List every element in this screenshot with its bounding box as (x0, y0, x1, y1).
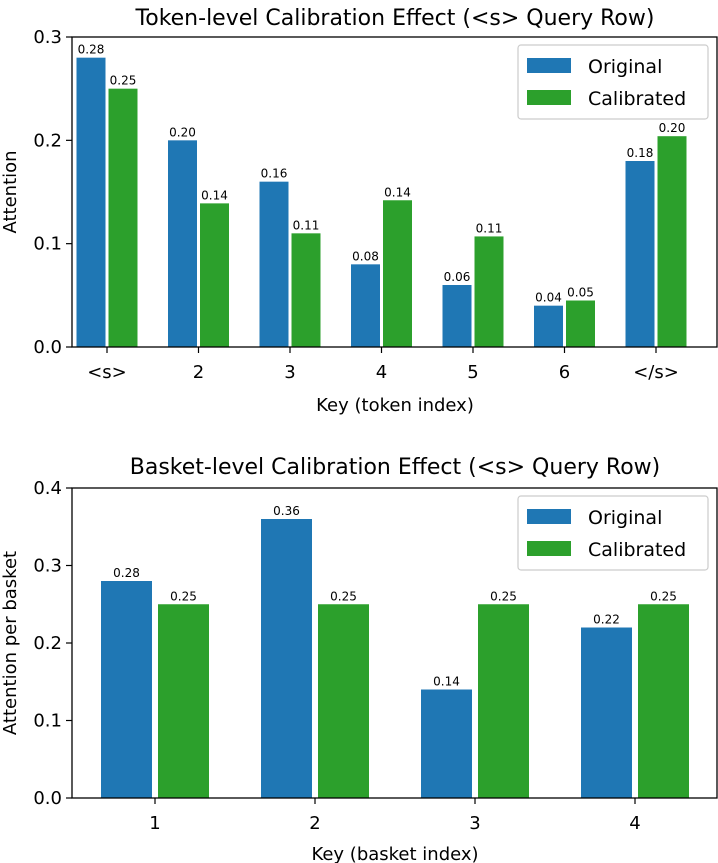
bar-value-label: 0.25 (170, 589, 197, 603)
y-tick-label: 0.3 (33, 27, 62, 48)
x-tick-label: 4 (376, 362, 387, 383)
y-tick-label: 0.1 (33, 711, 62, 732)
x-tick-label: </s> (633, 362, 679, 383)
bar-value-label: 0.25 (650, 589, 677, 603)
bar-calibrated (478, 604, 529, 798)
legend: Original Calibrated (517, 495, 709, 571)
plot-frame (71, 36, 718, 348)
bar-value-label: 0.14 (433, 675, 460, 689)
bar-value-label: 0.08 (352, 249, 379, 263)
bar-original (101, 581, 152, 798)
x-tick-label: 2 (309, 813, 320, 834)
y-tick-label: 0.3 (33, 556, 62, 577)
bar-calibrated (318, 604, 369, 798)
x-tick-label: 1 (149, 813, 160, 834)
legend-swatch-calibrated (527, 90, 571, 105)
x-tick-label: 5 (467, 362, 478, 383)
y-axis-label: Attention (0, 150, 21, 233)
x-tick-label: 4 (629, 813, 640, 834)
x-tick-label: 6 (559, 362, 570, 383)
bar-original (625, 161, 655, 347)
bar-original (351, 264, 380, 347)
x-axis-label: Key (basket index) (311, 844, 478, 863)
y-tick-label: 0.4 (33, 478, 62, 499)
bar-calibrated (291, 233, 321, 347)
y-axis-label: Attention per basket (0, 551, 21, 735)
bar-value-label: 0.25 (490, 589, 517, 603)
x-tick-label: <s> (87, 362, 127, 383)
bar-value-label: 0.25 (110, 74, 137, 88)
y-tick-label: 0.1 (33, 234, 62, 255)
x-axis-label: Key (token index) (316, 395, 474, 416)
bar-calibrated (108, 88, 138, 348)
chart-title: Token-level Calibration Effect (<s> Quer… (135, 6, 655, 31)
bar-original (442, 285, 472, 347)
y-tick-label: 0.0 (33, 788, 62, 809)
bar-value-label: 0.04 (535, 291, 562, 305)
bar-calibrated (638, 604, 689, 798)
basket-level-chart: Basket-level Calibration Effect (<s> Que… (0, 455, 718, 863)
bar-original (581, 627, 632, 798)
y-tick-label: 0.0 (33, 337, 62, 358)
legend-label-calibrated: Calibrated (588, 539, 686, 561)
bar-calibrated (200, 203, 229, 347)
bar-value-label: 0.16 (261, 167, 288, 181)
x-tick-label: 3 (469, 813, 480, 834)
x-tick-label: 3 (284, 362, 295, 383)
bar-calibrated (566, 300, 595, 347)
legend: Original Calibrated (517, 44, 709, 120)
bar-value-label: 0.36 (273, 504, 300, 518)
bar-original (259, 181, 289, 347)
bar-value-label: 0.20 (169, 125, 196, 139)
token-level-chart: Token-level Calibration Effect (<s> Quer… (0, 6, 718, 416)
bar-value-label: 0.06 (444, 270, 471, 284)
bar-original (76, 57, 106, 348)
bar-value-label: 0.11 (293, 218, 320, 232)
legend-label-calibrated: Calibrated (588, 88, 686, 110)
bar-calibrated (158, 604, 209, 798)
bar-original (534, 305, 563, 347)
bar-value-label: 0.14 (384, 185, 411, 199)
bar-value-label: 0.28 (113, 566, 140, 580)
bar-value-label: 0.28 (78, 43, 105, 57)
legend-swatch-original (527, 509, 571, 524)
legend-label-original: Original (588, 56, 662, 78)
x-tick-label: 2 (193, 362, 204, 383)
legend-swatch-calibrated (527, 541, 571, 556)
legend-swatch-original (527, 58, 571, 73)
bar-value-label: 0.25 (330, 589, 357, 603)
bar-calibrated (657, 136, 687, 347)
bar-calibrated (474, 236, 504, 347)
bar-original (168, 140, 197, 347)
bar-value-label: 0.22 (593, 613, 620, 627)
bar-original (421, 689, 472, 798)
bar-calibrated (383, 200, 412, 347)
chart-title: Basket-level Calibration Effect (<s> Que… (130, 455, 661, 480)
y-tick-label: 0.2 (33, 130, 62, 151)
bar-value-label: 0.18 (627, 146, 654, 160)
bar-original (261, 519, 312, 798)
plot-frame (71, 487, 718, 799)
bar-value-label: 0.05 (567, 286, 594, 300)
bar-value-label: 0.11 (476, 221, 503, 235)
bar-value-label: 0.14 (201, 188, 228, 202)
legend-label-original: Original (588, 507, 662, 529)
y-tick-label: 0.2 (33, 633, 62, 654)
bar-value-label: 0.20 (659, 121, 686, 135)
